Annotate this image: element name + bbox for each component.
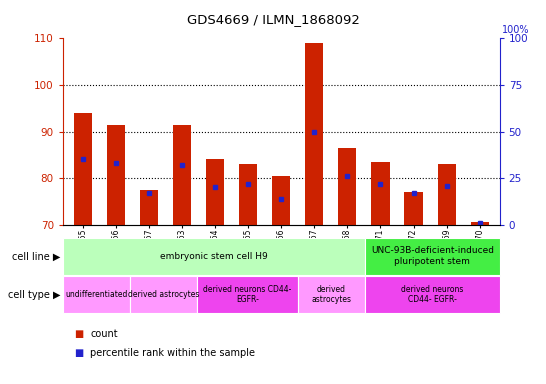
- Text: derived
astrocytes: derived astrocytes: [312, 285, 352, 305]
- Bar: [371, 162, 389, 225]
- Text: GDS4669 / ILMN_1868092: GDS4669 / ILMN_1868092: [187, 13, 359, 26]
- Bar: [140, 190, 158, 225]
- Bar: [272, 176, 290, 225]
- Bar: [106, 124, 125, 225]
- Bar: [63, 276, 130, 313]
- Bar: [239, 164, 257, 225]
- Bar: [74, 113, 92, 225]
- Bar: [298, 276, 365, 313]
- Bar: [405, 192, 423, 225]
- Bar: [206, 159, 224, 225]
- Bar: [471, 222, 489, 225]
- Text: ■: ■: [74, 348, 83, 358]
- Text: UNC-93B-deficient-induced
pluripotent stem: UNC-93B-deficient-induced pluripotent st…: [371, 246, 494, 266]
- Text: derived astrocytes: derived astrocytes: [128, 290, 199, 299]
- Bar: [365, 238, 500, 275]
- Text: count: count: [90, 329, 118, 339]
- Bar: [437, 164, 456, 225]
- Bar: [130, 276, 197, 313]
- Bar: [365, 276, 500, 313]
- Bar: [339, 148, 357, 225]
- Text: cell line ▶: cell line ▶: [11, 251, 60, 262]
- Text: embryonic stem cell H9: embryonic stem cell H9: [160, 252, 268, 261]
- Text: percentile rank within the sample: percentile rank within the sample: [90, 348, 255, 358]
- Bar: [197, 276, 298, 313]
- Text: derived neurons CD44-
EGFR-: derived neurons CD44- EGFR-: [204, 285, 292, 305]
- Bar: [305, 43, 323, 225]
- Bar: [173, 124, 191, 225]
- Text: derived neurons
CD44- EGFR-: derived neurons CD44- EGFR-: [401, 285, 464, 305]
- Text: undifferentiated: undifferentiated: [65, 290, 128, 299]
- Text: 100%: 100%: [502, 25, 530, 35]
- Text: cell type ▶: cell type ▶: [8, 290, 60, 300]
- Bar: [63, 238, 365, 275]
- Text: ■: ■: [74, 329, 83, 339]
